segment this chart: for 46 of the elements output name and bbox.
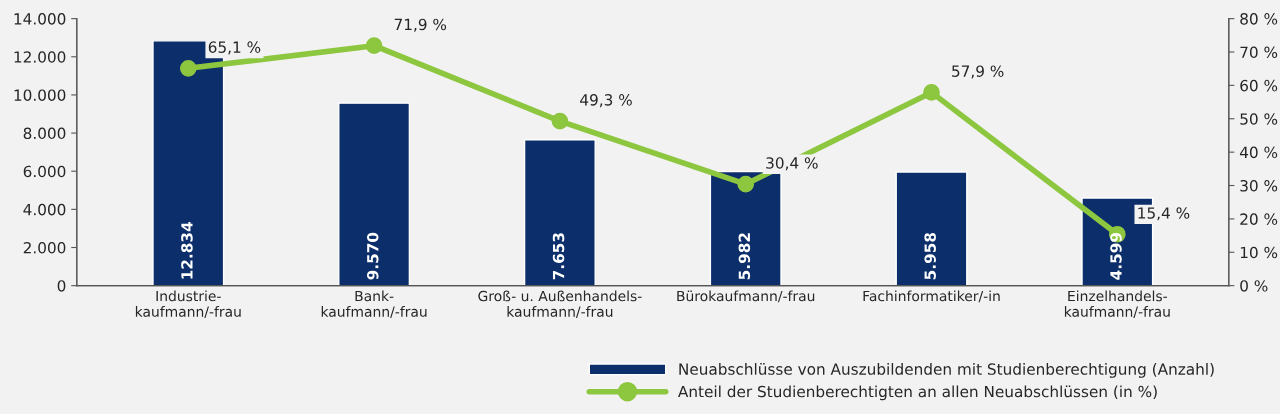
y-tick-label: 14.000 bbox=[14, 13, 66, 25]
y2-tick-label: 80 % bbox=[1240, 13, 1278, 25]
data-label: 9.570 bbox=[366, 232, 379, 280]
y2-tick-label: 60 % bbox=[1240, 79, 1278, 92]
point bbox=[551, 112, 569, 130]
x-tick-label: Einzelhandels- kaufmann/-frau bbox=[1064, 290, 1170, 318]
y2-tick-label: 0 % bbox=[1240, 280, 1268, 292]
y2-tick-label: 30 % bbox=[1240, 179, 1278, 192]
x-tick-label: Bank- kaufmann/-frau bbox=[321, 290, 427, 318]
y-tick-label: 8.000 bbox=[23, 127, 66, 140]
data-label: 15,4 % bbox=[1138, 207, 1190, 221]
bar bbox=[523, 138, 596, 286]
data-label: 12.834 bbox=[181, 222, 193, 279]
y2-tick-label: 50 % bbox=[1240, 113, 1278, 125]
data-label: 5.982 bbox=[738, 233, 751, 280]
point bbox=[179, 60, 197, 77]
y-tick-label: 2.000 bbox=[23, 241, 66, 254]
point bbox=[365, 37, 383, 55]
point bbox=[923, 84, 940, 101]
y-tick-label: 0 bbox=[57, 280, 66, 292]
data-label: 57,9 % bbox=[952, 65, 1004, 79]
data-label: 71,9 % bbox=[394, 18, 447, 32]
bar bbox=[338, 102, 411, 286]
y-tick-label: 12.000 bbox=[14, 51, 66, 63]
data-label: 65,1 % bbox=[208, 41, 261, 55]
x-tick-label: Bürokaufmann/-frau bbox=[677, 290, 815, 303]
data-label: 7.653 bbox=[552, 233, 565, 280]
y2-tick-label: 70 % bbox=[1240, 46, 1278, 59]
y-tick-label: 4.000 bbox=[23, 203, 66, 216]
legend-label: Neuabschlüsse von Auszubildenden mit Studienberechtigung (Anzahl) bbox=[679, 363, 1214, 378]
data-label: 5.958 bbox=[924, 232, 936, 280]
y2-tick-label: 20 % bbox=[1240, 213, 1278, 225]
y2-tick-label: 10 % bbox=[1240, 246, 1278, 259]
data-label: 4.599 bbox=[1110, 232, 1122, 280]
point bbox=[737, 175, 755, 193]
y-tick-label: 6.000 bbox=[23, 165, 66, 178]
y-tick-label: 10.000 bbox=[14, 89, 66, 101]
data-label: 30,4 % bbox=[766, 157, 818, 171]
x-tick-label: Industrie- kaufmann/-frau bbox=[135, 290, 241, 318]
bar bbox=[709, 170, 782, 286]
bar bbox=[895, 171, 968, 286]
y2-tick-label: 40 % bbox=[1239, 146, 1278, 159]
legend-label: Anteil der Studienberechtigten an allen Neuabschlüssen (in %) bbox=[678, 385, 1157, 401]
x-tick-label: Groß- u. Außenhandels- kaufmann/-frau bbox=[478, 290, 642, 318]
data-label: 49,3 % bbox=[580, 94, 632, 108]
x-tick-label: Fachinformatiker/-in bbox=[863, 290, 1000, 303]
